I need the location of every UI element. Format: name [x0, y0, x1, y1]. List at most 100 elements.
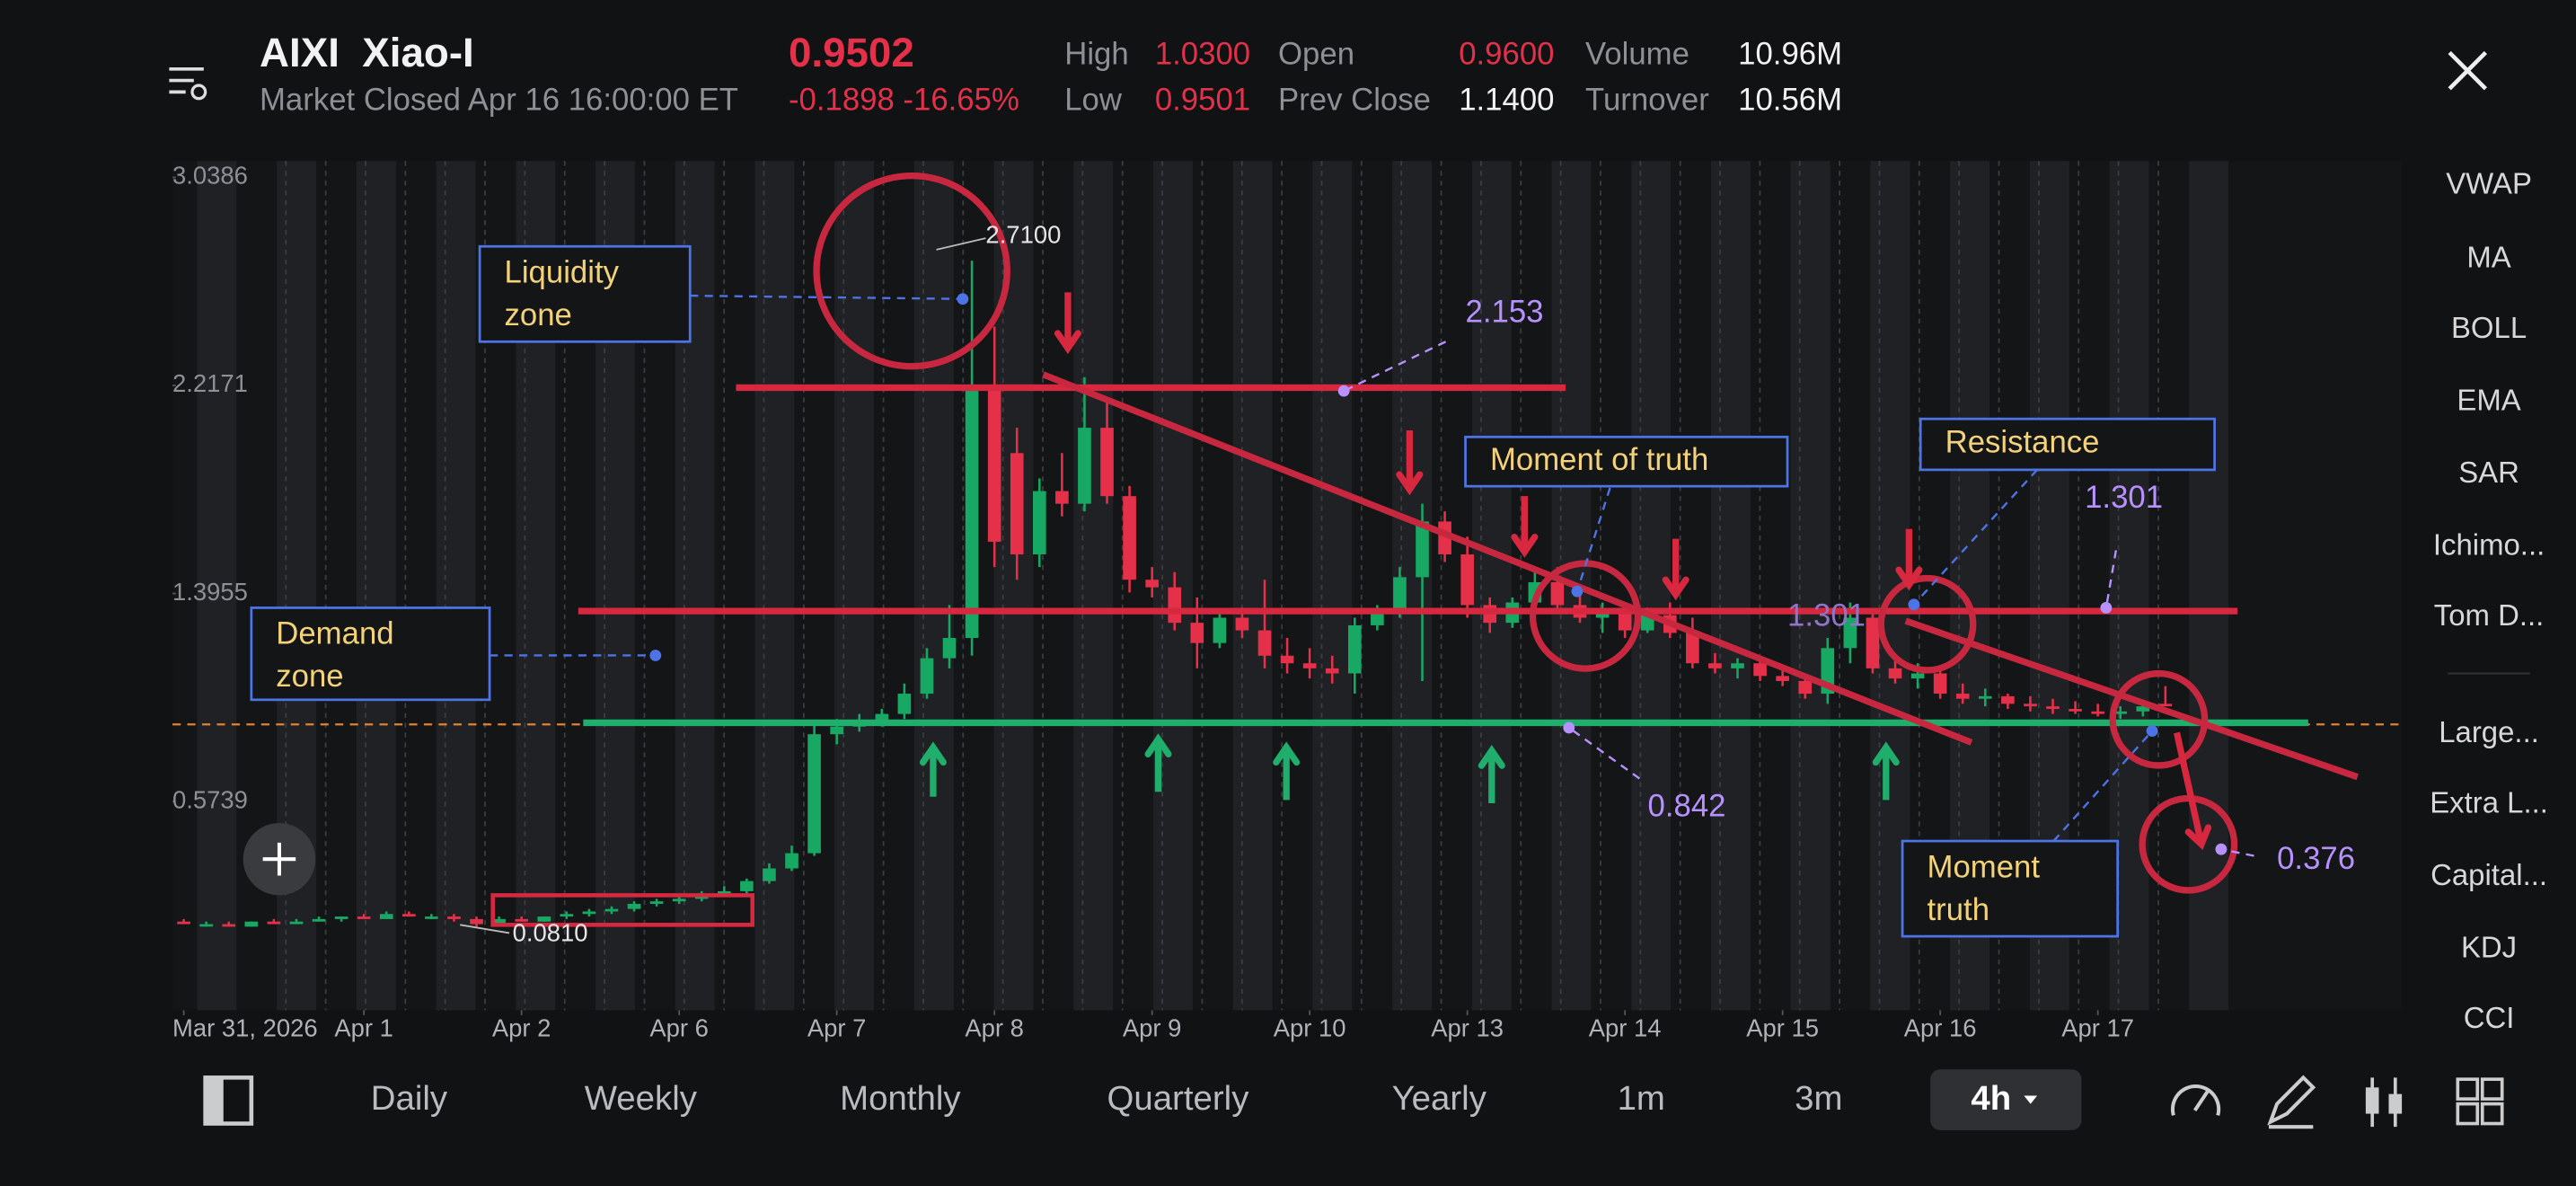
- connector: [1913, 469, 2038, 606]
- close-button[interactable]: [2448, 50, 2488, 91]
- x-tick-label: Apr 17: [2061, 1014, 2134, 1042]
- candle-body: [2113, 711, 2128, 714]
- session-band: [913, 161, 954, 1011]
- candle-body: [1640, 615, 1654, 631]
- session-band: [2189, 161, 2229, 1011]
- period-tab[interactable]: Weekly: [585, 1079, 698, 1118]
- pencil-icon[interactable]: [2267, 1075, 2316, 1129]
- indicator-item[interactable]: SAR: [2458, 456, 2519, 489]
- anchor-dot: [2146, 725, 2158, 737]
- candle-body: [1032, 491, 1046, 555]
- spike-high-label: 2.7100: [985, 221, 1061, 249]
- stat-value: 1.1400: [1459, 84, 1554, 118]
- trend-line: [1042, 371, 1973, 746]
- level-label: 0.842: [1648, 790, 1726, 824]
- grid-icon-cell[interactable]: [2456, 1077, 2480, 1101]
- candle-body: [965, 389, 979, 639]
- active-period-button[interactable]: [1930, 1069, 2082, 1130]
- session-band: [754, 161, 795, 1011]
- candle-body: [470, 918, 483, 925]
- period-caret: [2024, 1095, 2038, 1104]
- up-arrow-head: [1273, 741, 1301, 766]
- candle-body: [492, 918, 506, 925]
- grid-icon-cell[interactable]: [2456, 1102, 2480, 1126]
- indicator-item[interactable]: MA: [2466, 241, 2510, 274]
- stat-label: Low: [1064, 84, 1123, 118]
- stat-label: Volume: [1585, 37, 1689, 71]
- down-arrow-head: [1895, 566, 1923, 591]
- period-tab[interactable]: 3m: [1795, 1079, 1842, 1118]
- demand-zone-box: [250, 606, 491, 702]
- liquidity-zone-box: [478, 244, 692, 343]
- anchor-dot: [1908, 598, 1920, 611]
- indicator-item[interactable]: VWAP: [2446, 166, 2532, 199]
- liquidity-zone-box-text: zone: [505, 298, 572, 332]
- x-tick-label: Apr 2: [492, 1014, 551, 1042]
- candle-body: [1843, 617, 1857, 649]
- candle-body: [1235, 617, 1249, 631]
- indicator-item[interactable]: KDJ: [2461, 930, 2517, 963]
- stat-value: 0.9600: [1459, 37, 1554, 71]
- candle-body: [1325, 668, 1339, 674]
- period-tab[interactable]: Yearly: [1392, 1079, 1487, 1118]
- grid-icon-cell[interactable]: [2480, 1102, 2504, 1126]
- candle-body: [401, 914, 416, 917]
- candle-body: [244, 921, 259, 927]
- candle-body: [2136, 706, 2150, 712]
- highlight-circle: [813, 172, 1010, 370]
- period-tab[interactable]: 1m: [1618, 1079, 1665, 1118]
- highlight-circle: [1877, 574, 1977, 674]
- candle-body: [2091, 711, 2104, 714]
- candle-body: [1257, 630, 1272, 656]
- indicator-item[interactable]: EMA: [2457, 384, 2520, 417]
- candle-body: [425, 916, 438, 919]
- indicator-item[interactable]: CCI: [2464, 1001, 2515, 1034]
- session-band: [1153, 161, 1193, 1011]
- candle-body: [987, 389, 1001, 542]
- candle-body: [1100, 428, 1114, 497]
- connector: [2104, 550, 2118, 608]
- candle-body: [1686, 633, 1699, 664]
- session-band: [1232, 161, 1273, 1011]
- candle-icon-body: [2365, 1087, 2379, 1114]
- session-band: [1631, 161, 1672, 1011]
- connector: [1575, 487, 1611, 592]
- candle-body: [1460, 554, 1474, 606]
- last-price: 0.9502: [789, 30, 914, 75]
- session-band: [436, 161, 476, 1011]
- indicator-item[interactable]: Capital...: [2430, 858, 2547, 891]
- period-tab[interactable]: Monthly: [840, 1079, 961, 1118]
- x-tick-label: Apr 13: [1431, 1014, 1504, 1042]
- liquidity-zone-box-text: Liquidity: [505, 255, 620, 289]
- low-label: 0.0810: [513, 919, 588, 947]
- period-tab[interactable]: Daily: [371, 1079, 448, 1118]
- down-arrow: [2173, 731, 2205, 845]
- x-tick-label: Apr 7: [807, 1014, 867, 1042]
- indicator-item[interactable]: Tom D...: [2434, 598, 2545, 632]
- stat-label: High: [1064, 37, 1128, 71]
- low-leader: [459, 924, 510, 934]
- period-tab[interactable]: Quarterly: [1107, 1079, 1249, 1118]
- candle-body: [763, 868, 776, 881]
- x-tick-label: Apr 6: [649, 1014, 709, 1042]
- up-arrow-head: [919, 741, 947, 766]
- candle-body: [1280, 655, 1294, 664]
- resistance-box-text: Resistance: [1945, 426, 2100, 460]
- candle-body: [1302, 663, 1317, 668]
- x-tick-label: Apr 1: [334, 1014, 393, 1042]
- y-tick-label: 1.3955: [172, 578, 248, 606]
- indicator-item[interactable]: BOLL: [2451, 311, 2527, 344]
- candle-body: [312, 918, 326, 922]
- grid-icon-cell[interactable]: [2480, 1077, 2504, 1101]
- indicator-item[interactable]: Large...: [2439, 715, 2539, 748]
- candle-body: [1798, 680, 1813, 695]
- session-band: [356, 161, 396, 1011]
- candle-body: [740, 881, 754, 891]
- indicator-item[interactable]: Ichimo...: [2433, 528, 2545, 562]
- down-arrow-head: [2184, 824, 2212, 851]
- session-band: [1710, 161, 1751, 1011]
- gauge-icon[interactable]: [2170, 1084, 2221, 1116]
- candle-body: [289, 921, 304, 925]
- indicator-item[interactable]: Extra L...: [2430, 786, 2548, 819]
